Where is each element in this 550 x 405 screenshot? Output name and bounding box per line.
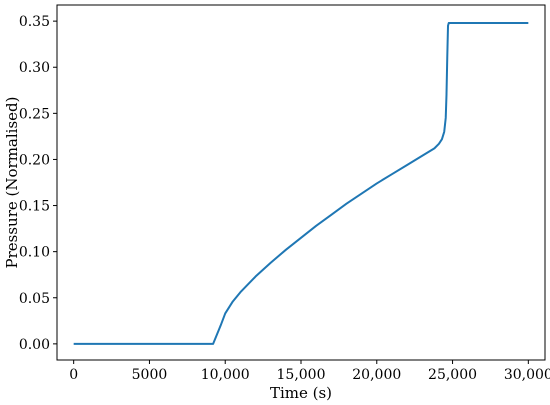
x-tick-label: 15,000 [277, 367, 326, 383]
x-tick-label: 10,000 [201, 367, 250, 383]
x-tick-label: 30,000 [504, 367, 550, 383]
y-tick-label: 0.30 [19, 60, 50, 76]
y-tick-label: 0.10 [19, 245, 50, 261]
x-tick-label: 5000 [132, 367, 168, 383]
plot-area [73, 21, 529, 345]
y-axis: 0.00 0.05 0.10 0.15 0.20 0.25 0.30 0.35 [19, 14, 57, 353]
y-axis-label: Pressure (Normalised) [3, 97, 21, 269]
x-axis: 0 5000 10,000 15,000 20,000 25,000 30,000 [69, 360, 550, 383]
plot-frame [56, 4, 546, 361]
y-tick-label: 0.00 [19, 337, 50, 353]
y-tick-label: 0.15 [19, 199, 50, 215]
y-tick-label: 0.25 [19, 106, 50, 122]
x-tick-label: 0 [69, 367, 78, 383]
y-tick-label: 0.20 [19, 152, 50, 168]
x-tick-label: 25,000 [428, 367, 477, 383]
y-tick-label: 0.35 [19, 14, 50, 30]
y-tick-label: 0.05 [19, 291, 50, 307]
x-axis-label: Time (s) [270, 384, 332, 402]
series-line [73, 21, 529, 345]
x-tick-label: 20,000 [352, 367, 401, 383]
